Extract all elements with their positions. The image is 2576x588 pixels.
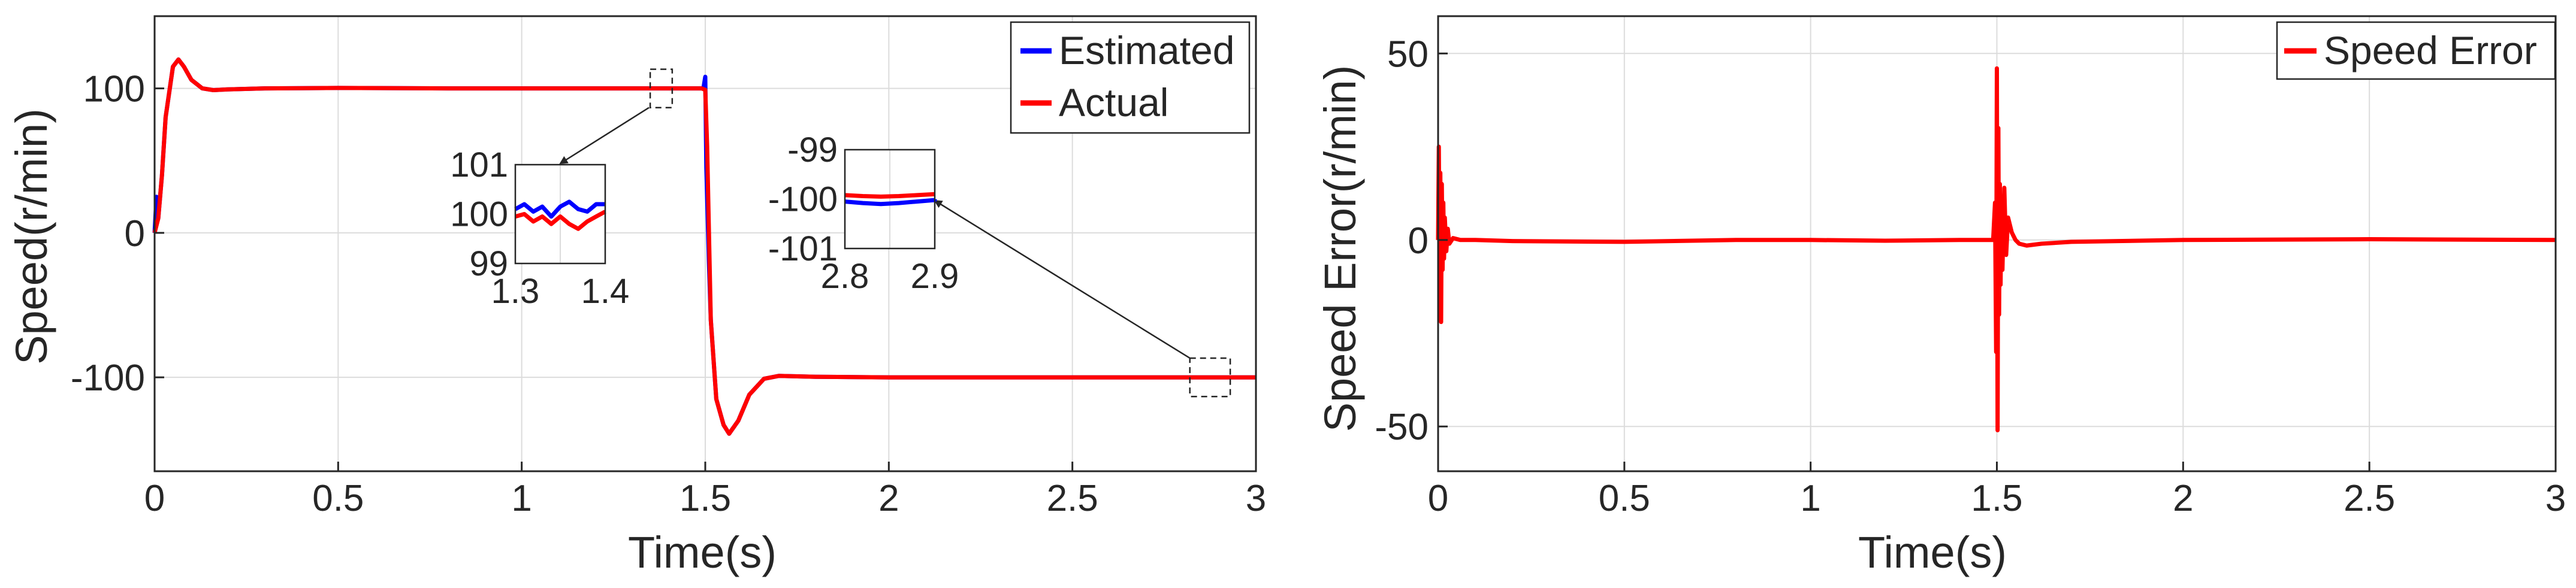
inset-negative-x-tick-label: 2.9 [911,257,959,296]
speed-chart-x-tick-label: 0.5 [312,478,364,519]
speed-chart-x-axis-label: Time(s) [628,528,777,577]
speed-chart: 0 0.5 1 1.5 2 2.5 3 -100 0 100 Time(s) Speed(r/mi… [7,15,1266,577]
speed-error-chart-series-speed-error-line [1436,66,2556,432]
speed-error-chart-y-tick-label: -50 [1375,407,1429,448]
inset-negative-y-tick-label: -100 [768,180,838,219]
inset-negative-x-tick-label: 2.8 [821,257,869,296]
inset-positive-y-tick-label: 101 [450,146,508,184]
legend-estimated-label: Estimated [1059,28,1234,72]
speed-chart-zoom-annotations [559,68,1231,398]
inset-positive-x-tick-label: 1.3 [491,272,540,311]
speed-chart-y-tick-label: -100 [71,357,145,399]
speed-error-chart-y-tick-label: 0 [1408,220,1429,262]
speed-error-chart-y-axis-label: Speed Error(r/min) [1315,65,1365,432]
speed-error-chart: 0 0.5 1 1.5 2 2.5 3 -50 0 50 Time(s) Speed Error(… [1315,15,2566,577]
speed-error-chart-legend: Speed Error [2276,21,2556,80]
speed-chart-x-tick-label: 0 [144,478,165,519]
speed-error-chart-x-tick-label: 2.5 [2344,478,2395,519]
inset-positive-y-tick-label: 99 [469,244,508,283]
speed-error-chart-x-tick-label: 3 [2545,478,2566,519]
zoom-arrow-positive [559,107,650,165]
speed-error-chart-ticks: 0 0.5 1 1.5 2 2.5 3 -50 0 50 [1375,34,2566,519]
legend-actual-label: Actual [1059,80,1168,125]
inset-negative-y-tick-label: -99 [787,131,838,169]
speed-error-chart-x-tick-label: 1 [1800,478,1820,519]
speed-chart-x-tick-label: 1 [511,478,531,519]
inset-positive-x-tick-label: 1.4 [581,272,630,311]
speed-chart-inset-negative: -101 -100 -99 2.8 2.9 [768,131,959,296]
speed-chart-x-tick-label: 2.5 [1047,478,1098,519]
speed-chart-y-axis-label: Speed(r/min) [7,108,56,365]
zoom-box-positive [649,68,674,108]
legend-speed-error-label: Speed Error [2324,28,2537,72]
speed-chart-y-tick-label: 0 [125,213,145,254]
speed-chart-inset-positive: 99 100 101 1.3 1.4 [450,146,629,311]
speed-error-chart-x-tick-label: 0 [1428,478,1448,519]
zoom-box-negative [1189,357,1231,398]
inset-positive-y-tick-label: 100 [450,195,508,234]
speed-chart-series-actual-line [152,57,1256,436]
inset-positive-series-actual-line [515,210,606,231]
speed-chart-legend: Estimated Actual [1010,21,1251,134]
inset-negative-frame [844,148,936,250]
inset-positive-frame [514,163,606,265]
inset-negative-series-actual-line [844,192,935,199]
inset-negative-y-tick-label: -101 [768,229,838,268]
speed-error-chart-x-tick-label: 1.5 [1971,478,2022,519]
speed-error-chart-y-tick-label: 50 [1387,34,1429,75]
speed-chart-ticks: 0 0.5 1 1.5 2 2.5 3 -100 0 100 [71,69,1266,519]
speed-chart-x-tick-label: 3 [1246,478,1266,519]
speed-error-chart-plot-area [1436,66,2556,432]
speed-chart-x-tick-label: 2 [878,478,899,519]
speed-error-chart-x-tick-label: 2 [2173,478,2193,519]
speed-chart-y-tick-label: 100 [83,69,145,110]
zoom-arrow-negative [934,199,1191,359]
inset-positive-series-estimated-line [514,199,605,219]
speed-error-chart-x-tick-label: 0.5 [1599,478,1650,519]
speed-chart-x-tick-label: 1.5 [680,478,731,519]
speed-error-chart-x-axis-label: Time(s) [1858,528,2007,577]
speed-chart-plot-area [152,57,1256,436]
